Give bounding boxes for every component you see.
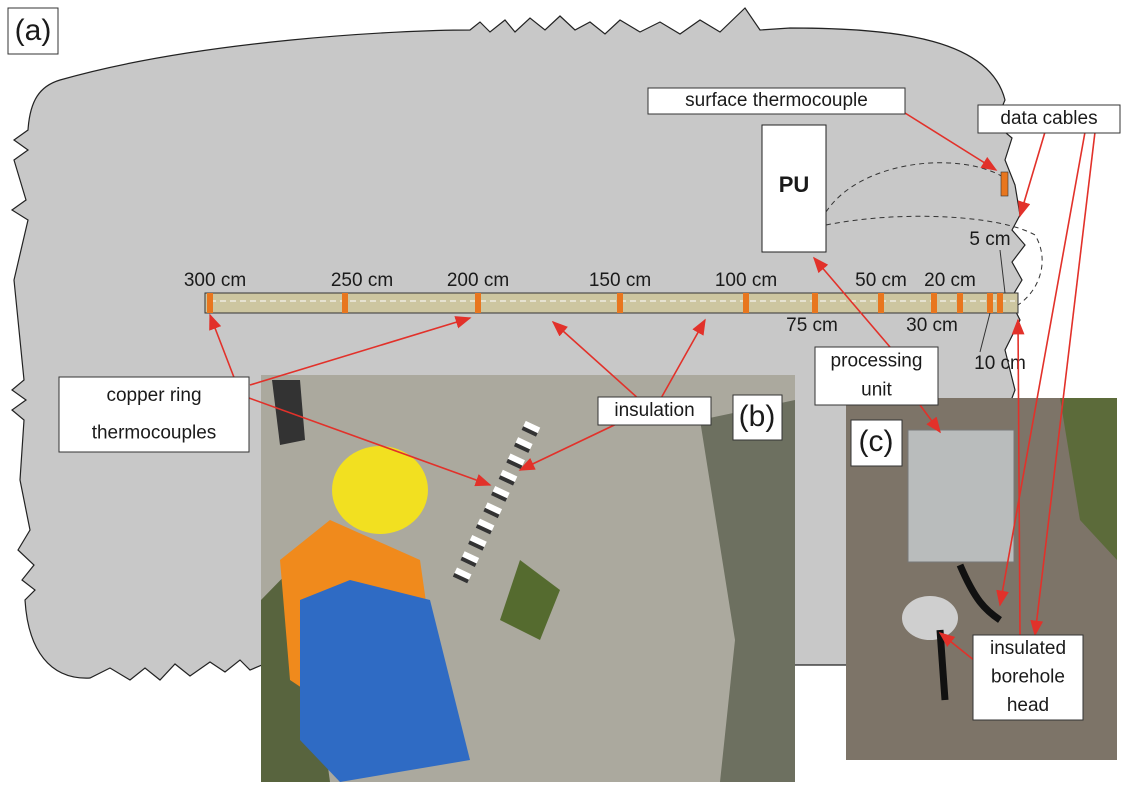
callout-box	[597, 396, 712, 426]
callout-box	[977, 104, 1121, 134]
depth-label: 30 cm	[906, 315, 958, 336]
panel-label-box	[850, 419, 903, 467]
panel-label-box	[7, 7, 59, 55]
callout-box	[58, 376, 250, 453]
callout-label: surface thermocouple	[685, 90, 868, 111]
depth-label: 10 cm	[974, 353, 1026, 374]
cable	[825, 215, 1043, 306]
depth-label: 150 cm	[589, 270, 651, 291]
callout-label: head	[1007, 695, 1049, 716]
thermocouple-ring	[957, 293, 963, 313]
leader-line	[999, 249, 1006, 294]
thermocouple-ring	[987, 293, 993, 313]
callout-box	[814, 346, 939, 406]
photo-b	[261, 375, 795, 782]
thermocouple-ring	[743, 293, 749, 313]
callout-label: thermocouples	[92, 422, 217, 443]
leader-line	[979, 312, 991, 353]
panel-label: (a)	[15, 14, 52, 47]
panel-label: (b)	[739, 400, 776, 433]
rings	[207, 293, 1003, 313]
callout-box	[647, 87, 906, 115]
callout-label: borehole	[991, 667, 1065, 688]
thermocouple-ring	[617, 293, 623, 313]
depth-label: 300 cm	[184, 270, 246, 291]
processing-unit-box	[761, 124, 827, 253]
panel-label: (c)	[859, 425, 894, 458]
depth-label: 75 cm	[786, 315, 838, 336]
arrows	[209, 112, 1096, 666]
callout-label: data cables	[1000, 108, 1097, 129]
depth-label: 20 cm	[924, 270, 976, 291]
pu-label: PU	[779, 172, 810, 197]
callout-label: processing	[831, 351, 923, 372]
depth-label: 100 cm	[715, 270, 777, 291]
depth-labels: 300 cm 250 cm 200 cm 150 cm 100 cm 75 cm 50 cm…	[184, 229, 1026, 374]
callout-label: unit	[861, 380, 892, 401]
surface-thermocouple	[1000, 171, 1009, 197]
thermocouple-ring	[997, 293, 1003, 313]
callout-label: insulated	[990, 638, 1066, 659]
thermocouple-ring	[812, 293, 818, 313]
depth-label: 5 cm	[969, 229, 1010, 250]
panel-label-box	[732, 394, 783, 441]
thermocouple-ring	[342, 293, 348, 313]
depth-label: 250 cm	[331, 270, 393, 291]
callout-label: copper ring	[106, 385, 201, 406]
thermocouple-ring	[475, 293, 481, 313]
thermocouple-ring	[931, 293, 937, 313]
thermocouple-ring	[878, 293, 884, 313]
depth-label: 200 cm	[447, 270, 509, 291]
depth-label: 50 cm	[855, 270, 907, 291]
callout-label: insulation	[614, 400, 694, 421]
thermocouple-ring	[207, 293, 213, 313]
borehole-rod	[204, 292, 1019, 314]
callouts: surface thermocouple data cables processin…	[58, 87, 1121, 721]
callout-box	[972, 634, 1084, 721]
